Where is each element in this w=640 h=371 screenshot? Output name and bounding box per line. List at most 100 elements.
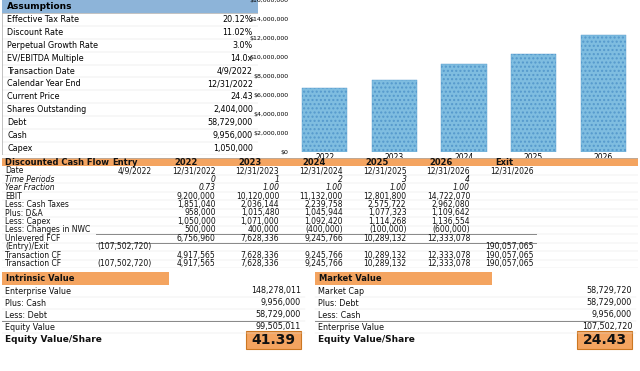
Text: Perpetual Growth Rate: Perpetual Growth Rate [7,41,98,50]
Text: 3: 3 [402,175,406,184]
Bar [2,0,258,13]
Text: 1,114,268: 1,114,268 [368,217,406,226]
Text: 1,109,642: 1,109,642 [431,209,470,217]
Text: 1,071,000: 1,071,000 [241,217,279,226]
Text: 12,333,078: 12,333,078 [427,251,470,260]
Bar [302,88,348,152]
Text: 0: 0 [211,175,216,184]
Bar [2,158,638,167]
Text: 2,239,758: 2,239,758 [305,200,343,209]
Bar [315,272,492,285]
Text: 14,722,070: 14,722,070 [427,191,470,201]
Bar [2,234,638,243]
Text: 12/31/2025: 12/31/2025 [363,166,406,175]
Text: 7,628,336: 7,628,336 [241,234,279,243]
Text: Capex: Capex [7,144,33,153]
Text: 0.73: 0.73 [198,183,216,192]
Text: 2024: 2024 [302,158,325,167]
Text: 12/31/2022: 12/31/2022 [207,79,253,88]
Text: Unlevered FCF: Unlevered FCF [5,234,61,243]
Text: 58,729,000: 58,729,000 [256,311,301,319]
Text: Equity Value/Share: Equity Value/Share [5,335,102,345]
Text: (400,000): (400,000) [305,226,343,234]
Text: 58,729,720: 58,729,720 [586,286,632,295]
Text: 12,801,800: 12,801,800 [364,191,406,201]
Text: (100,000): (100,000) [369,226,406,234]
Bar [2,260,638,268]
Text: (600,000): (600,000) [433,226,470,234]
Bar [2,192,638,200]
Text: (107,502,720): (107,502,720) [98,242,152,251]
Text: 1,015,480: 1,015,480 [241,209,279,217]
Text: Market Cap: Market Cap [318,286,364,295]
Text: 9,956,000: 9,956,000 [592,311,632,319]
Text: 1,092,420: 1,092,420 [305,217,343,226]
Bar [2,217,638,226]
Text: Calendar Year End: Calendar Year End [7,79,81,88]
Text: Equity Value: Equity Value [5,322,55,332]
Text: 1.00: 1.00 [390,183,406,192]
Text: 6,756,960: 6,756,960 [177,234,216,243]
Text: Plus: D&A: Plus: D&A [5,209,43,217]
Text: 14.0x: 14.0x [230,54,253,63]
Text: 4/9/2022: 4/9/2022 [217,66,253,76]
Text: 24.43: 24.43 [230,92,253,101]
Text: 58,729,000: 58,729,000 [207,118,253,127]
Text: 107,502,720: 107,502,720 [582,322,632,332]
Text: 1,851,040: 1,851,040 [177,200,216,209]
Text: 2025: 2025 [365,158,389,167]
Text: 9,245,766: 9,245,766 [304,234,343,243]
Bar [2,175,638,183]
Text: Equity Value/Share: Equity Value/Share [318,335,415,345]
Text: 2023: 2023 [239,158,262,167]
Text: 9,956,000: 9,956,000 [212,131,253,140]
Text: 12/31/2026: 12/31/2026 [426,166,470,175]
Text: Discount Rate: Discount Rate [7,28,63,37]
Text: 2,962,080: 2,962,080 [431,200,470,209]
Text: 12,333,078: 12,333,078 [427,259,470,268]
Text: (107,502,720): (107,502,720) [98,259,152,268]
Text: Enterprise Value: Enterprise Value [5,286,71,295]
Bar [2,272,169,285]
Text: 1,136,554: 1,136,554 [431,217,470,226]
Text: 1: 1 [275,175,279,184]
Text: Shares Outstanding: Shares Outstanding [7,105,86,114]
Text: 500,000: 500,000 [184,226,216,234]
Text: 99,505,011: 99,505,011 [256,322,301,332]
Text: Less: Cash Taxes: Less: Cash Taxes [5,200,69,209]
Text: 2,404,000: 2,404,000 [213,105,253,114]
Text: 1.00: 1.00 [326,183,343,192]
Bar [2,251,638,260]
Text: 7,628,336: 7,628,336 [241,251,279,260]
Text: 12/31/2022: 12/31/2022 [172,166,216,175]
Text: 9,956,000: 9,956,000 [261,299,301,308]
Text: Date: Date [5,166,24,175]
Text: 190,057,065: 190,057,065 [485,242,534,251]
Text: 1.00: 1.00 [453,183,470,192]
Text: 9,245,766: 9,245,766 [304,251,343,260]
Text: 2,575,722: 2,575,722 [368,200,406,209]
Text: 148,278,011: 148,278,011 [251,286,301,295]
Text: 12/31/2023: 12/31/2023 [236,166,279,175]
Bar [2,209,638,217]
Text: 4,917,565: 4,917,565 [177,259,216,268]
Text: 9,245,766: 9,245,766 [304,259,343,268]
Text: Debt: Debt [7,118,26,127]
Text: Less: Changes in NWC: Less: Changes in NWC [5,226,90,234]
Text: 7,628,336: 7,628,336 [241,259,279,268]
Bar [2,167,638,175]
Text: 58,729,000: 58,729,000 [587,299,632,308]
Text: Less: Capex: Less: Capex [5,217,51,226]
Text: Intrinsic Value: Intrinsic Value [6,274,74,283]
Text: Transaction CF: Transaction CF [5,251,61,260]
Bar [442,64,486,152]
Text: 1,050,000: 1,050,000 [213,144,253,153]
Text: 10,289,132: 10,289,132 [364,259,406,268]
Bar [2,183,638,192]
Text: EV/EBITDA Multiple: EV/EBITDA Multiple [7,54,84,63]
Text: 20.12%: 20.12% [222,15,253,24]
Text: 2,036,144: 2,036,144 [241,200,279,209]
Text: 1.00: 1.00 [262,183,279,192]
Text: 3.0%: 3.0% [232,41,253,50]
Text: 11.02%: 11.02% [223,28,253,37]
